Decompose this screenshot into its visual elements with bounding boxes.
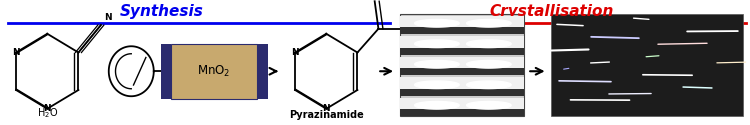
Text: N: N: [44, 104, 51, 113]
Polygon shape: [466, 60, 512, 68]
Text: N: N: [12, 48, 20, 57]
Bar: [257, 44, 268, 99]
Bar: [160, 44, 171, 99]
Bar: [551, 14, 742, 116]
Polygon shape: [415, 20, 459, 27]
Polygon shape: [415, 40, 459, 48]
Bar: [400, 14, 524, 116]
Text: MnO$_2$: MnO$_2$: [197, 64, 231, 79]
Polygon shape: [466, 40, 512, 48]
Bar: [171, 44, 257, 99]
Bar: [400, 16, 524, 27]
Text: Pyrazinamide: Pyrazinamide: [289, 110, 364, 120]
Polygon shape: [466, 20, 512, 27]
Text: Synthesis: Synthesis: [119, 4, 203, 19]
Bar: [400, 89, 524, 96]
Text: Crystallisation: Crystallisation: [489, 4, 614, 19]
Bar: [400, 48, 524, 55]
Bar: [400, 57, 524, 68]
Polygon shape: [415, 81, 459, 89]
Bar: [400, 98, 524, 109]
Bar: [400, 36, 524, 48]
Bar: [400, 109, 524, 116]
Text: N: N: [104, 13, 112, 22]
Polygon shape: [415, 60, 459, 68]
Bar: [400, 77, 524, 89]
Text: NH$_2$: NH$_2$: [431, 22, 451, 35]
Text: N: N: [322, 104, 330, 113]
Text: H$_2$O: H$_2$O: [37, 106, 58, 120]
Polygon shape: [415, 102, 459, 109]
Text: N: N: [291, 48, 299, 57]
Polygon shape: [466, 81, 512, 89]
Polygon shape: [466, 102, 512, 109]
Bar: [400, 27, 524, 34]
Bar: [400, 68, 524, 75]
